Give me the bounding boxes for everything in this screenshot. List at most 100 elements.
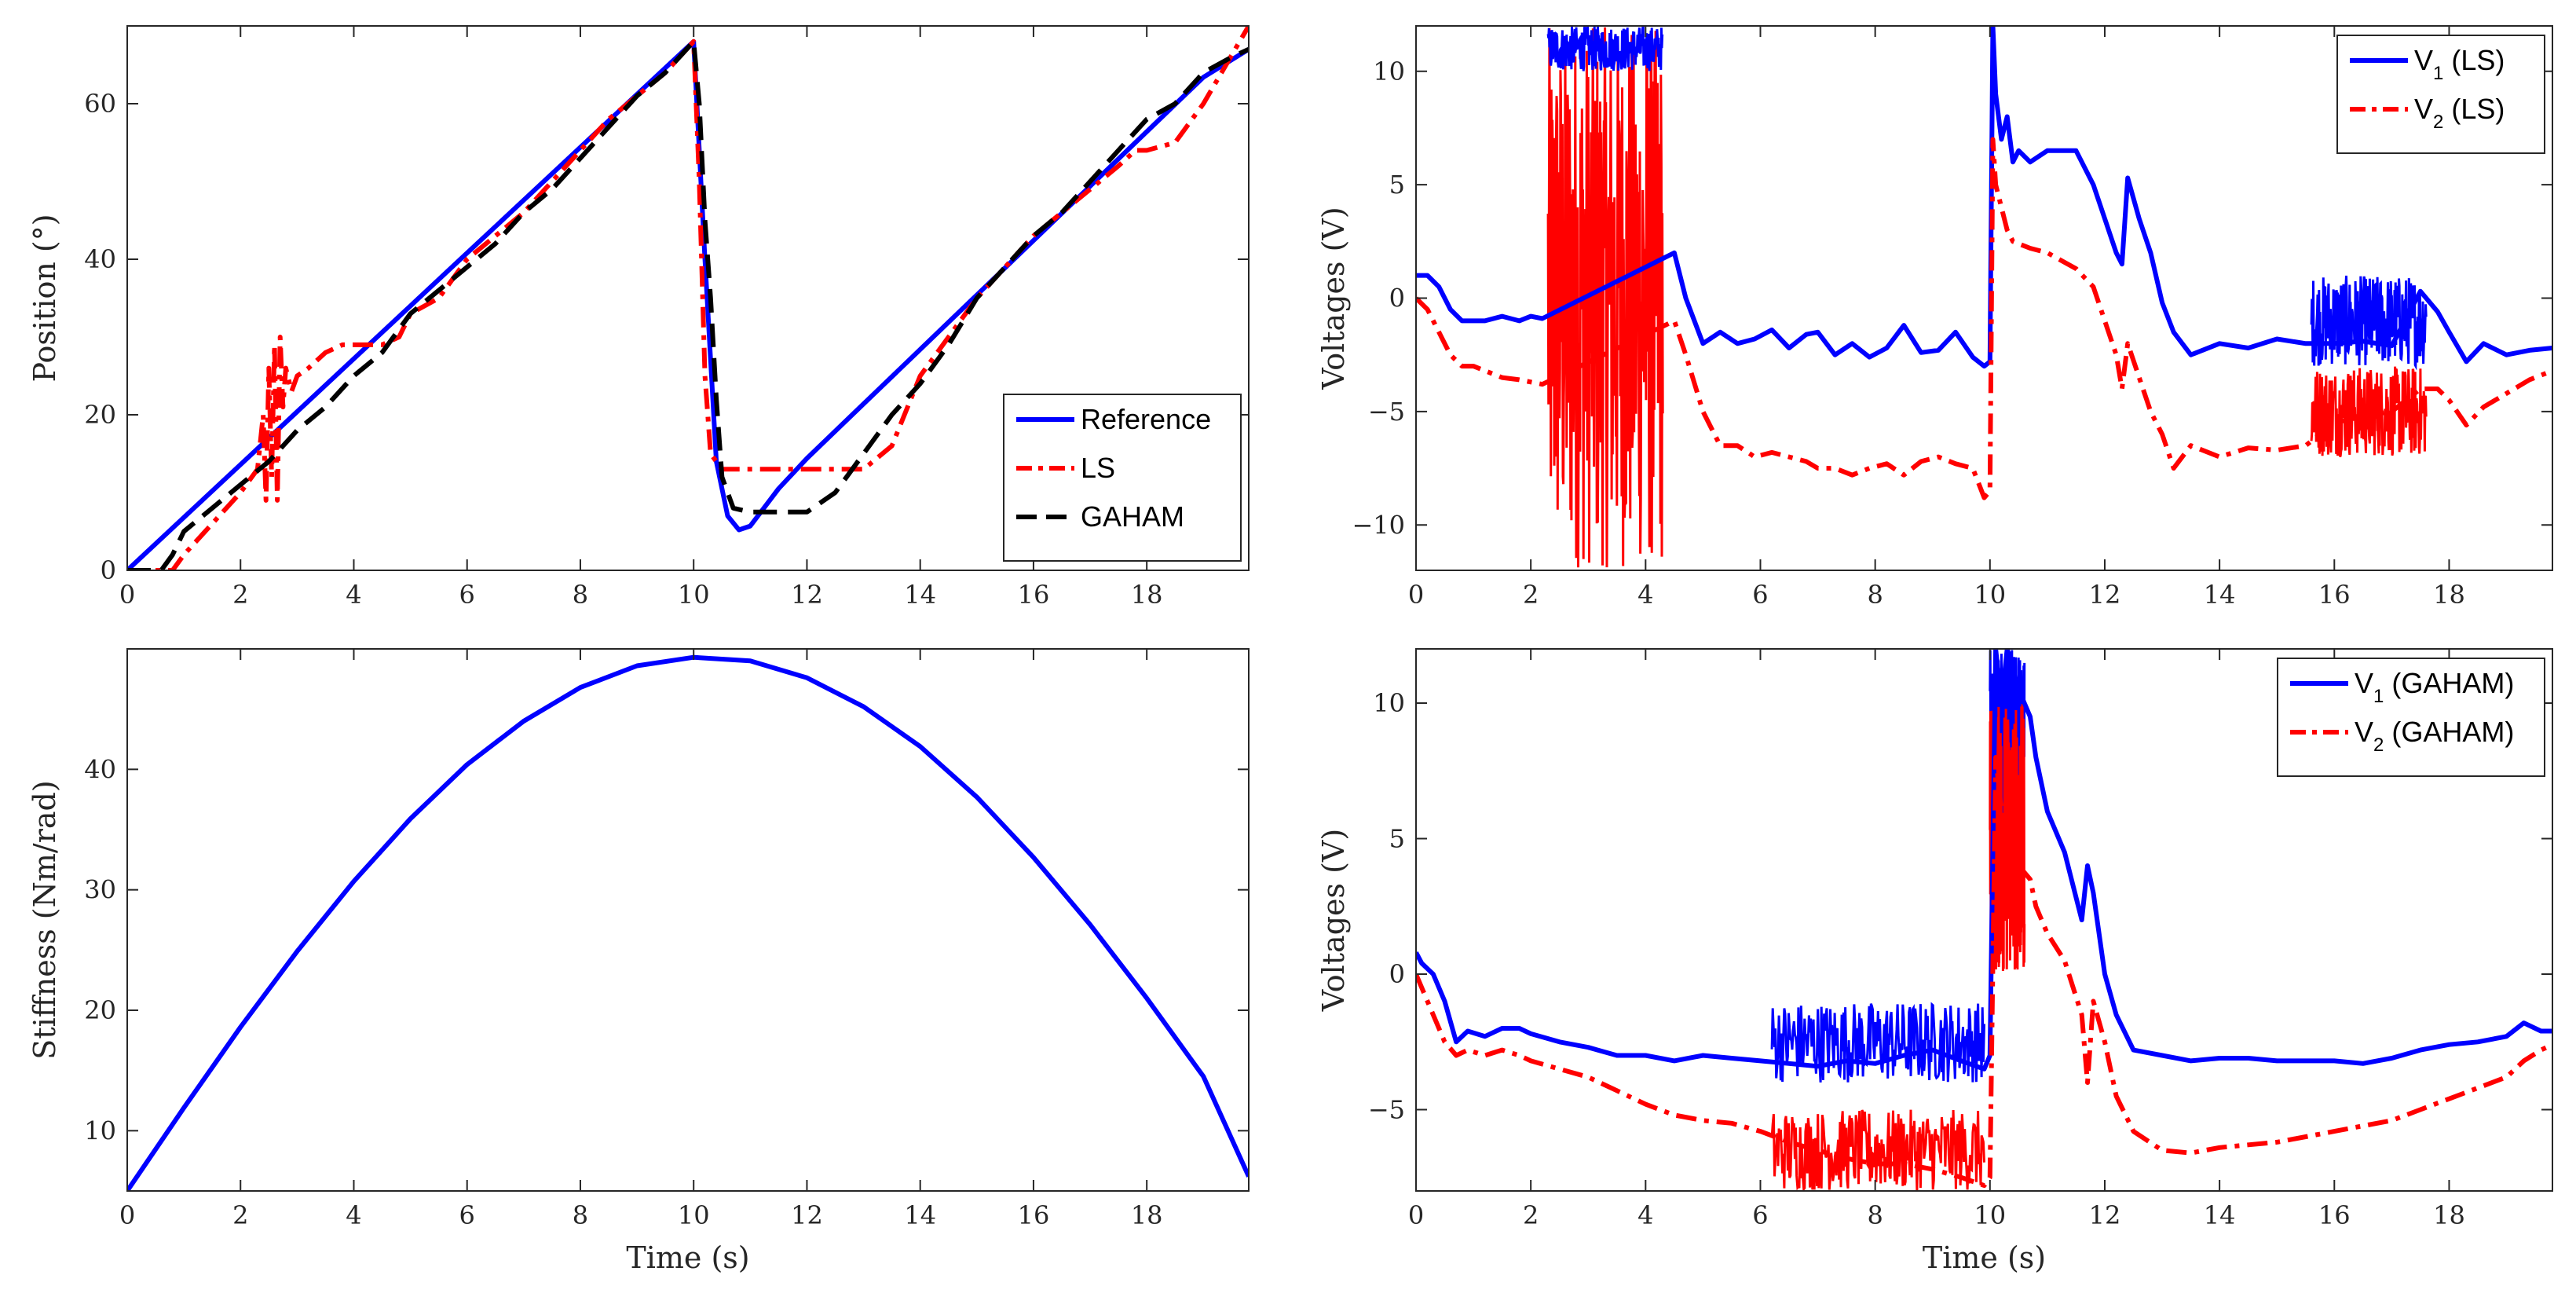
y-axis-label: Stiffness (Nm/rad)	[27, 780, 62, 1059]
x-tick-label: 6	[459, 580, 475, 610]
x-tick-label: 0	[1408, 1200, 1424, 1230]
x-axis-label: Time (s)	[1923, 1240, 2046, 1275]
legend-box	[1003, 394, 1242, 562]
x-tick-label: 16	[1018, 580, 1050, 610]
x-tick-label: 4	[1637, 1200, 1653, 1230]
y-tick-label: 0	[1389, 284, 1405, 313]
x-tick-label: 16	[1018, 1200, 1050, 1230]
legend: Reference LS GAHAM	[1003, 394, 1242, 562]
y-tick-label: 60	[84, 89, 116, 119]
x-tick-label: 12	[791, 1200, 823, 1230]
y-tick-label: 5	[1389, 170, 1405, 200]
x-tick-label: 14	[2204, 1200, 2236, 1230]
x-tick-label: 16	[2318, 580, 2351, 610]
legend-label-suffix: (GAHAM)	[2384, 667, 2514, 699]
legend-label-suffix: (LS)	[2443, 93, 2505, 125]
legend-label: V2 (LS)	[2414, 93, 2505, 133]
x-tick-label: 2	[232, 580, 248, 610]
legend-label-name: Reference	[1081, 403, 1211, 435]
x-tick-label: 12	[791, 580, 823, 610]
x-tick-label: 14	[904, 580, 936, 610]
legend-label-name: LS	[1081, 452, 1115, 484]
x-tick-label: 10	[678, 580, 710, 610]
plot-area	[1416, 26, 2552, 568]
x-tick-label: 8	[573, 1200, 588, 1230]
legend-label-subscript: 1	[2373, 686, 2384, 707]
x-tick-label: 8	[1867, 1200, 1883, 1230]
chart-stiffness: 0 2 4 6 8 10 12 14 16 18 10 20 30 40 Time (s) Stiffness…	[27, 648, 1250, 1275]
y-tick-label: 0	[1389, 959, 1405, 989]
x-tick-label: 18	[2433, 580, 2465, 610]
series-line-0	[1416, 649, 2552, 1072]
x-tick-label: 0	[119, 1200, 135, 1230]
x-tick-label: 8	[1867, 580, 1883, 610]
axes-box	[126, 25, 1250, 571]
noise-band-1	[1770, 1109, 1985, 1191]
axes-box	[1415, 648, 2553, 1192]
x-tick-label: 4	[346, 580, 361, 610]
legend-label-name: V	[2414, 93, 2433, 125]
y-tick-label: 5	[1389, 824, 1405, 854]
legend-label-name: V	[2414, 44, 2433, 76]
x-tick-label: 16	[2318, 1200, 2351, 1230]
series-line-1	[1416, 755, 2552, 1189]
legend-label-subscript: 2	[2433, 112, 2443, 133]
x-tick-label: 0	[119, 580, 135, 610]
x-tick-label: 18	[2433, 1200, 2465, 1230]
series-line-0	[1416, 26, 2552, 369]
chart-position: 0 2 4 6 8 10 12 14 16 18 0 20 40 60 Position (°) Refere…	[27, 25, 1250, 610]
x-tick-label: 2	[1523, 1200, 1539, 1230]
legend-label-name: V	[2355, 716, 2373, 748]
y-tick-label: 20	[84, 995, 116, 1025]
series-line-1	[127, 26, 1249, 570]
legend: V1 (GAHAM)V2 (GAHAM)	[2277, 658, 2545, 777]
x-tick-label: 6	[1752, 1200, 1768, 1230]
plot-area	[127, 654, 1249, 1191]
noise-band-3	[2310, 366, 2428, 458]
series-line-2	[127, 38, 1249, 570]
legend-label: V1 (GAHAM)	[2355, 667, 2514, 707]
x-tick-label: 18	[1131, 580, 1163, 610]
y-tick-label: −5	[1368, 397, 1405, 427]
y-axis-label: Voltages (V)	[1316, 207, 1351, 390]
legend-label-subscript: 1	[2433, 63, 2443, 84]
y-tick-label: 40	[84, 244, 116, 274]
y-tick-label: −5	[1368, 1095, 1405, 1125]
noise-band-0	[1770, 1002, 1985, 1083]
legend-box	[2277, 658, 2545, 777]
legend-label: GAHAM	[1081, 500, 1184, 533]
x-tick-label: 0	[1408, 580, 1424, 610]
y-tick-label: 20	[84, 400, 116, 430]
x-tick-label: 14	[2204, 580, 2236, 610]
y-tick-label: 30	[84, 875, 116, 905]
y-tick-label: −10	[1352, 510, 1405, 540]
y-tick-label: 0	[101, 555, 116, 585]
y-tick-label: 10	[1373, 57, 1405, 86]
legend-label-subscript: 2	[2373, 735, 2384, 756]
x-tick-label: 10	[1974, 580, 2006, 610]
noise-band-2	[2310, 275, 2428, 371]
x-tick-label: 4	[1637, 580, 1653, 610]
legend-label: V2 (GAHAM)	[2355, 716, 2514, 756]
x-axis-label: Time (s)	[626, 1240, 749, 1275]
plot-area	[127, 26, 1249, 570]
x-tick-label: 6	[459, 1200, 475, 1230]
series-line-0	[127, 654, 1249, 1191]
noise-band-1	[1546, 26, 1664, 71]
legend-label-name: GAHAM	[1081, 500, 1184, 533]
legend-label: Reference	[1081, 403, 1211, 435]
series-line-1	[1416, 137, 2552, 500]
legend-label-suffix: (LS)	[2443, 44, 2505, 76]
x-tick-label: 6	[1752, 580, 1768, 610]
x-tick-label: 18	[1131, 1200, 1163, 1230]
legend-label-name: V	[2355, 667, 2373, 699]
noise-band-0	[1546, 27, 1664, 568]
axes-box	[126, 648, 1250, 1192]
legend: V1 (LS)V2 (LS)	[2336, 35, 2545, 154]
x-tick-label: 10	[678, 1200, 710, 1230]
legend-label-suffix: (GAHAM)	[2384, 716, 2514, 748]
x-tick-label: 8	[573, 580, 588, 610]
